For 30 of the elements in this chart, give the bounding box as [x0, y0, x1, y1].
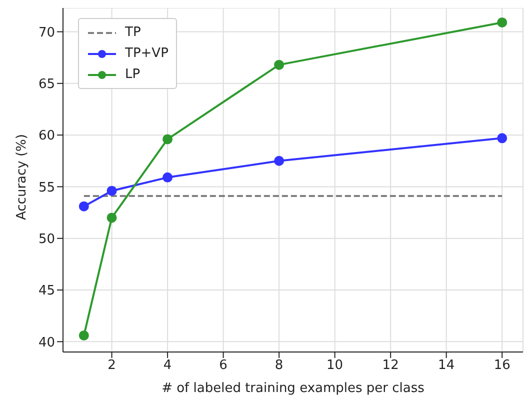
point — [162, 134, 173, 144]
x-tick-label: 6 — [219, 358, 228, 374]
y-tick-label: 55 — [38, 180, 55, 196]
x-axis-title: # of labeled training examples per class — [162, 381, 425, 396]
point — [274, 60, 284, 70]
x-tick-label: 4 — [163, 358, 172, 374]
x-tick-label: 14 — [438, 358, 455, 374]
legend-label: LP — [125, 67, 140, 82]
legend-label: TP+VP — [125, 46, 168, 61]
y-axis-title: Accuracy (%) — [14, 134, 30, 220]
y-tick-label: 65 — [38, 77, 55, 92]
point — [497, 133, 508, 144]
y-tick-label: 60 — [38, 128, 55, 144]
x-tick-label: 8 — [274, 358, 284, 374]
point — [78, 330, 89, 340]
y-tick-label: 40 — [38, 335, 55, 350]
y-tick-label: 70 — [38, 25, 55, 40]
point — [162, 172, 173, 182]
point — [106, 186, 117, 196]
y-tick-label: 45 — [38, 284, 55, 299]
x-tick-label: 12 — [382, 358, 399, 374]
x-tick-label: 16 — [494, 358, 510, 374]
x-tick-label: 10 — [326, 358, 344, 374]
point — [497, 17, 508, 28]
point — [274, 156, 284, 166]
legend-label: TP — [125, 25, 141, 40]
point — [78, 201, 89, 212]
x-tick-label: 2 — [108, 358, 116, 374]
y-tick-label: 50 — [38, 232, 55, 247]
point — [106, 212, 117, 223]
